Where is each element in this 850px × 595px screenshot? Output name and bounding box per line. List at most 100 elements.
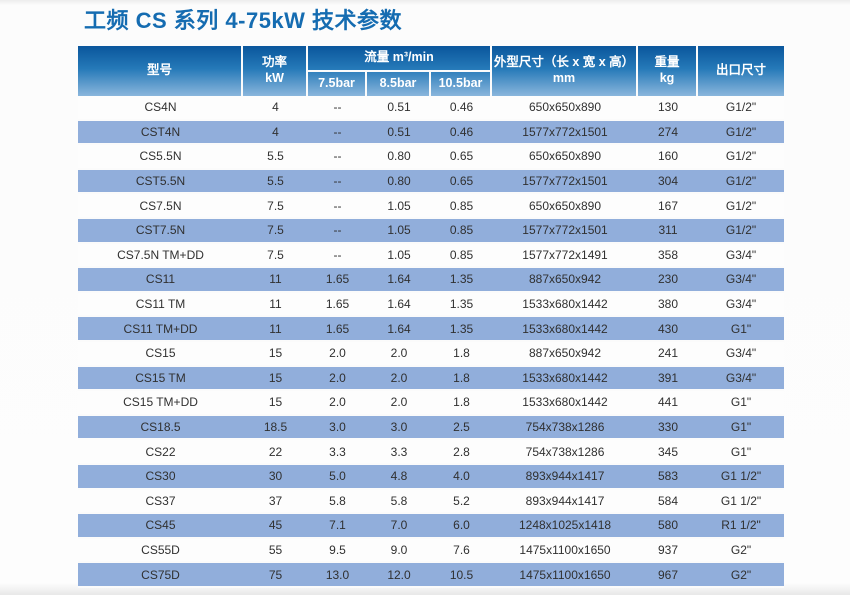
table-row: CS11 TM 11 1.65 1.64 1.35 1533x680x1442 380 G3/…: [78, 292, 785, 318]
header-row-sub: 7.5bar 8.5bar 10.5bar: [78, 72, 784, 96]
table-cell: 1.35: [431, 317, 493, 342]
table-cell: 754x738x1286: [492, 440, 639, 465]
table-cell: 4.0: [431, 464, 493, 490]
table-cell: 0.46: [431, 120, 493, 146]
table-cell: 1577x772x1501: [492, 169, 639, 195]
table-cell: 5.5: [243, 169, 308, 195]
table-cell: 0.65: [431, 145, 493, 170]
table-cell: CS75D: [78, 563, 243, 588]
table-cell: 2.0: [367, 366, 431, 392]
table-cell: 0.51: [367, 96, 431, 121]
table-cell: CS22: [78, 440, 243, 465]
table-cell: CS5.5N: [78, 145, 243, 170]
table-cell: 1.65: [308, 292, 367, 318]
table-cell: 15: [243, 366, 308, 392]
table-cell: 7.6: [431, 538, 493, 564]
table-cell: 30: [243, 464, 308, 490]
table-cell: G2": [698, 538, 785, 564]
table-cell: 887x650x942: [492, 341, 639, 367]
table-cell: 7.5: [243, 218, 308, 244]
table-cell: CS55D: [78, 538, 243, 564]
table-cell: G1": [698, 440, 785, 465]
table-cell: CS7.5N: [78, 194, 243, 219]
table-cell: 937: [638, 538, 699, 564]
table-cell: 0.80: [367, 145, 431, 170]
table-cell: 1.05: [367, 243, 431, 269]
table-cell: CS4N: [78, 96, 243, 121]
table-cell: G1": [698, 415, 785, 441]
table-cell: 893x944x1417: [492, 489, 639, 515]
table-cell: 380: [638, 292, 699, 318]
table-cell: 4.8: [367, 464, 431, 490]
table-cell: 6.0: [431, 514, 493, 539]
table-cell: 330: [638, 415, 699, 441]
table-cell: 754x738x1286: [492, 415, 639, 441]
table-row: CS18.5 18.5 3.0 3.0 2.5 754x738x1286 330 G1": [78, 415, 785, 441]
table-cell: G1/2": [698, 145, 785, 170]
table-cell: 1533x680x1442: [492, 317, 639, 342]
table-cell: 12.0: [367, 563, 431, 588]
page-title: 工频 CS 系列 4-75kW 技术参数: [84, 8, 403, 33]
table-row: CST4N 4 -- 0.51 0.46 1577x772x1501 274 G1/2": [78, 120, 785, 146]
table-row: CS45 45 7.1 7.0 6.0 1248x1025x1418 580 R1 1/2": [78, 514, 785, 539]
table-cell: 441: [638, 391, 699, 416]
col-header-10-5bar: 10.5bar: [431, 72, 493, 96]
table-cell: 430: [638, 317, 699, 342]
table-cell: 10.5: [431, 563, 493, 588]
table-cell: CS37: [78, 489, 243, 515]
table-cell: 580: [638, 514, 699, 539]
table-cell: 5.8: [367, 489, 431, 515]
table-cell: 311: [638, 218, 699, 244]
table-cell: G1/2": [698, 120, 785, 146]
table-cell: 7.0: [367, 514, 431, 539]
table-cell: 650x650x890: [492, 194, 639, 219]
table-cell: CST5.5N: [78, 169, 243, 195]
table-cell: 1.65: [308, 317, 367, 342]
table-cell: G2": [698, 563, 785, 588]
table-cell: 1577x772x1491: [492, 243, 639, 269]
table-row: CS5.5N 5.5 -- 0.80 0.65 650x650x890 160 G1/2": [78, 145, 785, 170]
table-cell: 274: [638, 120, 699, 146]
table-row: CS55D 55 9.5 9.0 7.6 1475x1100x1650 937 G2": [78, 538, 785, 564]
header-row-top: 型号 功率 kW 流量 m³/min 外型尺寸（长 x 宽 x 高） mm 重量…: [78, 46, 784, 96]
col-header-model: 型号: [78, 46, 243, 96]
table-cell: 887x650x942: [492, 268, 639, 293]
table-cell: 5.8: [308, 489, 367, 515]
table-cell: 650x650x890: [492, 145, 639, 170]
table-cell: 893x944x1417: [492, 464, 639, 490]
col-header-outlet: 出口尺寸: [716, 63, 767, 78]
table-cell: G1/2": [698, 96, 785, 121]
table-cell: 7.5: [243, 243, 308, 269]
table-cell: 1.64: [367, 268, 431, 293]
table-cell: G1 1/2": [698, 489, 785, 515]
table-cell: 358: [638, 243, 699, 269]
table-cell: G3/4": [698, 292, 785, 318]
table-cell: 167: [638, 194, 699, 219]
col-header-8-5bar: 8.5bar: [367, 72, 431, 96]
col-header-flow-group: 流量 m³/min: [308, 46, 493, 72]
table-cell: --: [308, 194, 367, 219]
table-cell: CS15: [78, 341, 243, 367]
table-cell: CS11: [78, 268, 243, 293]
table-cell: 391: [638, 366, 699, 392]
table-cell: 130: [638, 96, 699, 121]
table-row: CS15 15 2.0 2.0 1.8 887x650x942 241 G3/4": [78, 341, 785, 367]
table-cell: 583: [638, 464, 699, 490]
table-cell: G1": [698, 317, 785, 342]
dimensions-label-line1: 外型尺寸（长 x 宽 x 高）: [493, 55, 635, 70]
table-cell: 2.0: [308, 366, 367, 392]
table-cell: 967: [638, 563, 699, 588]
table-cell: 230: [638, 268, 699, 293]
table-cell: 1.05: [367, 218, 431, 244]
table-cell: 0.65: [431, 169, 493, 195]
table-cell: G1 1/2": [698, 464, 785, 490]
table-cell: 0.85: [431, 194, 493, 219]
table-cell: 3.3: [367, 440, 431, 465]
table-cell: --: [308, 169, 367, 195]
table-cell: 9.0: [367, 538, 431, 564]
table-row: CS11 TM+DD 11 1.65 1.64 1.35 1533x680x1442 430…: [78, 317, 785, 342]
table-cell: 1577x772x1501: [492, 120, 639, 146]
table-cell: --: [308, 145, 367, 170]
dimensions-label-line2: mm: [552, 71, 576, 85]
weight-label-line1: 重量: [654, 55, 680, 70]
